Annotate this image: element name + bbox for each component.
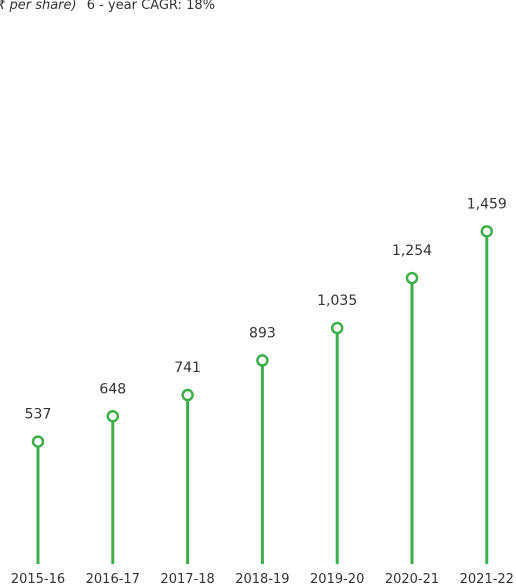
chart-header: (₹ per share) 6 - year CAGR: 18% [0, 0, 215, 13]
marker-2019-20 [330, 321, 344, 335]
value-label-2018-19: 893 [249, 325, 276, 341]
value-label-2021-22: 1,459 [467, 196, 507, 212]
marker-2018-19 [256, 354, 269, 367]
marker-2017-18 [181, 388, 194, 402]
value-label-2020-21: 1,254 [392, 243, 432, 259]
value-label-2015-16: 537 [25, 407, 52, 423]
x-tick-2017-18: 2017-18 [160, 572, 214, 587]
x-tick-2020-21: 2020-21 [385, 572, 439, 587]
chart-marks: 537 2015-16 648 2016-17 741 2017-18 893 2018-19… [11, 196, 514, 587]
value-label-2016-17: 648 [99, 381, 126, 397]
value-label-2019-20: 1,035 [317, 293, 357, 309]
value-label-2017-18: 741 [174, 360, 201, 376]
marker-2016-17 [106, 410, 120, 423]
x-tick-2019-20: 2019-20 [310, 572, 364, 587]
marker-2020-21 [405, 271, 419, 285]
x-tick-2018-19: 2018-19 [235, 572, 289, 587]
marker-2015-16 [31, 435, 45, 448]
x-tick-2016-17: 2016-17 [86, 572, 140, 587]
marker-2021-22 [480, 225, 494, 238]
x-tick-2021-22: 2021-22 [460, 572, 514, 587]
unit-label: (₹ per share) [0, 0, 77, 13]
x-tick-2015-16: 2015-16 [11, 572, 65, 587]
cagr-label: 6 - year CAGR: 18% [87, 0, 215, 13]
